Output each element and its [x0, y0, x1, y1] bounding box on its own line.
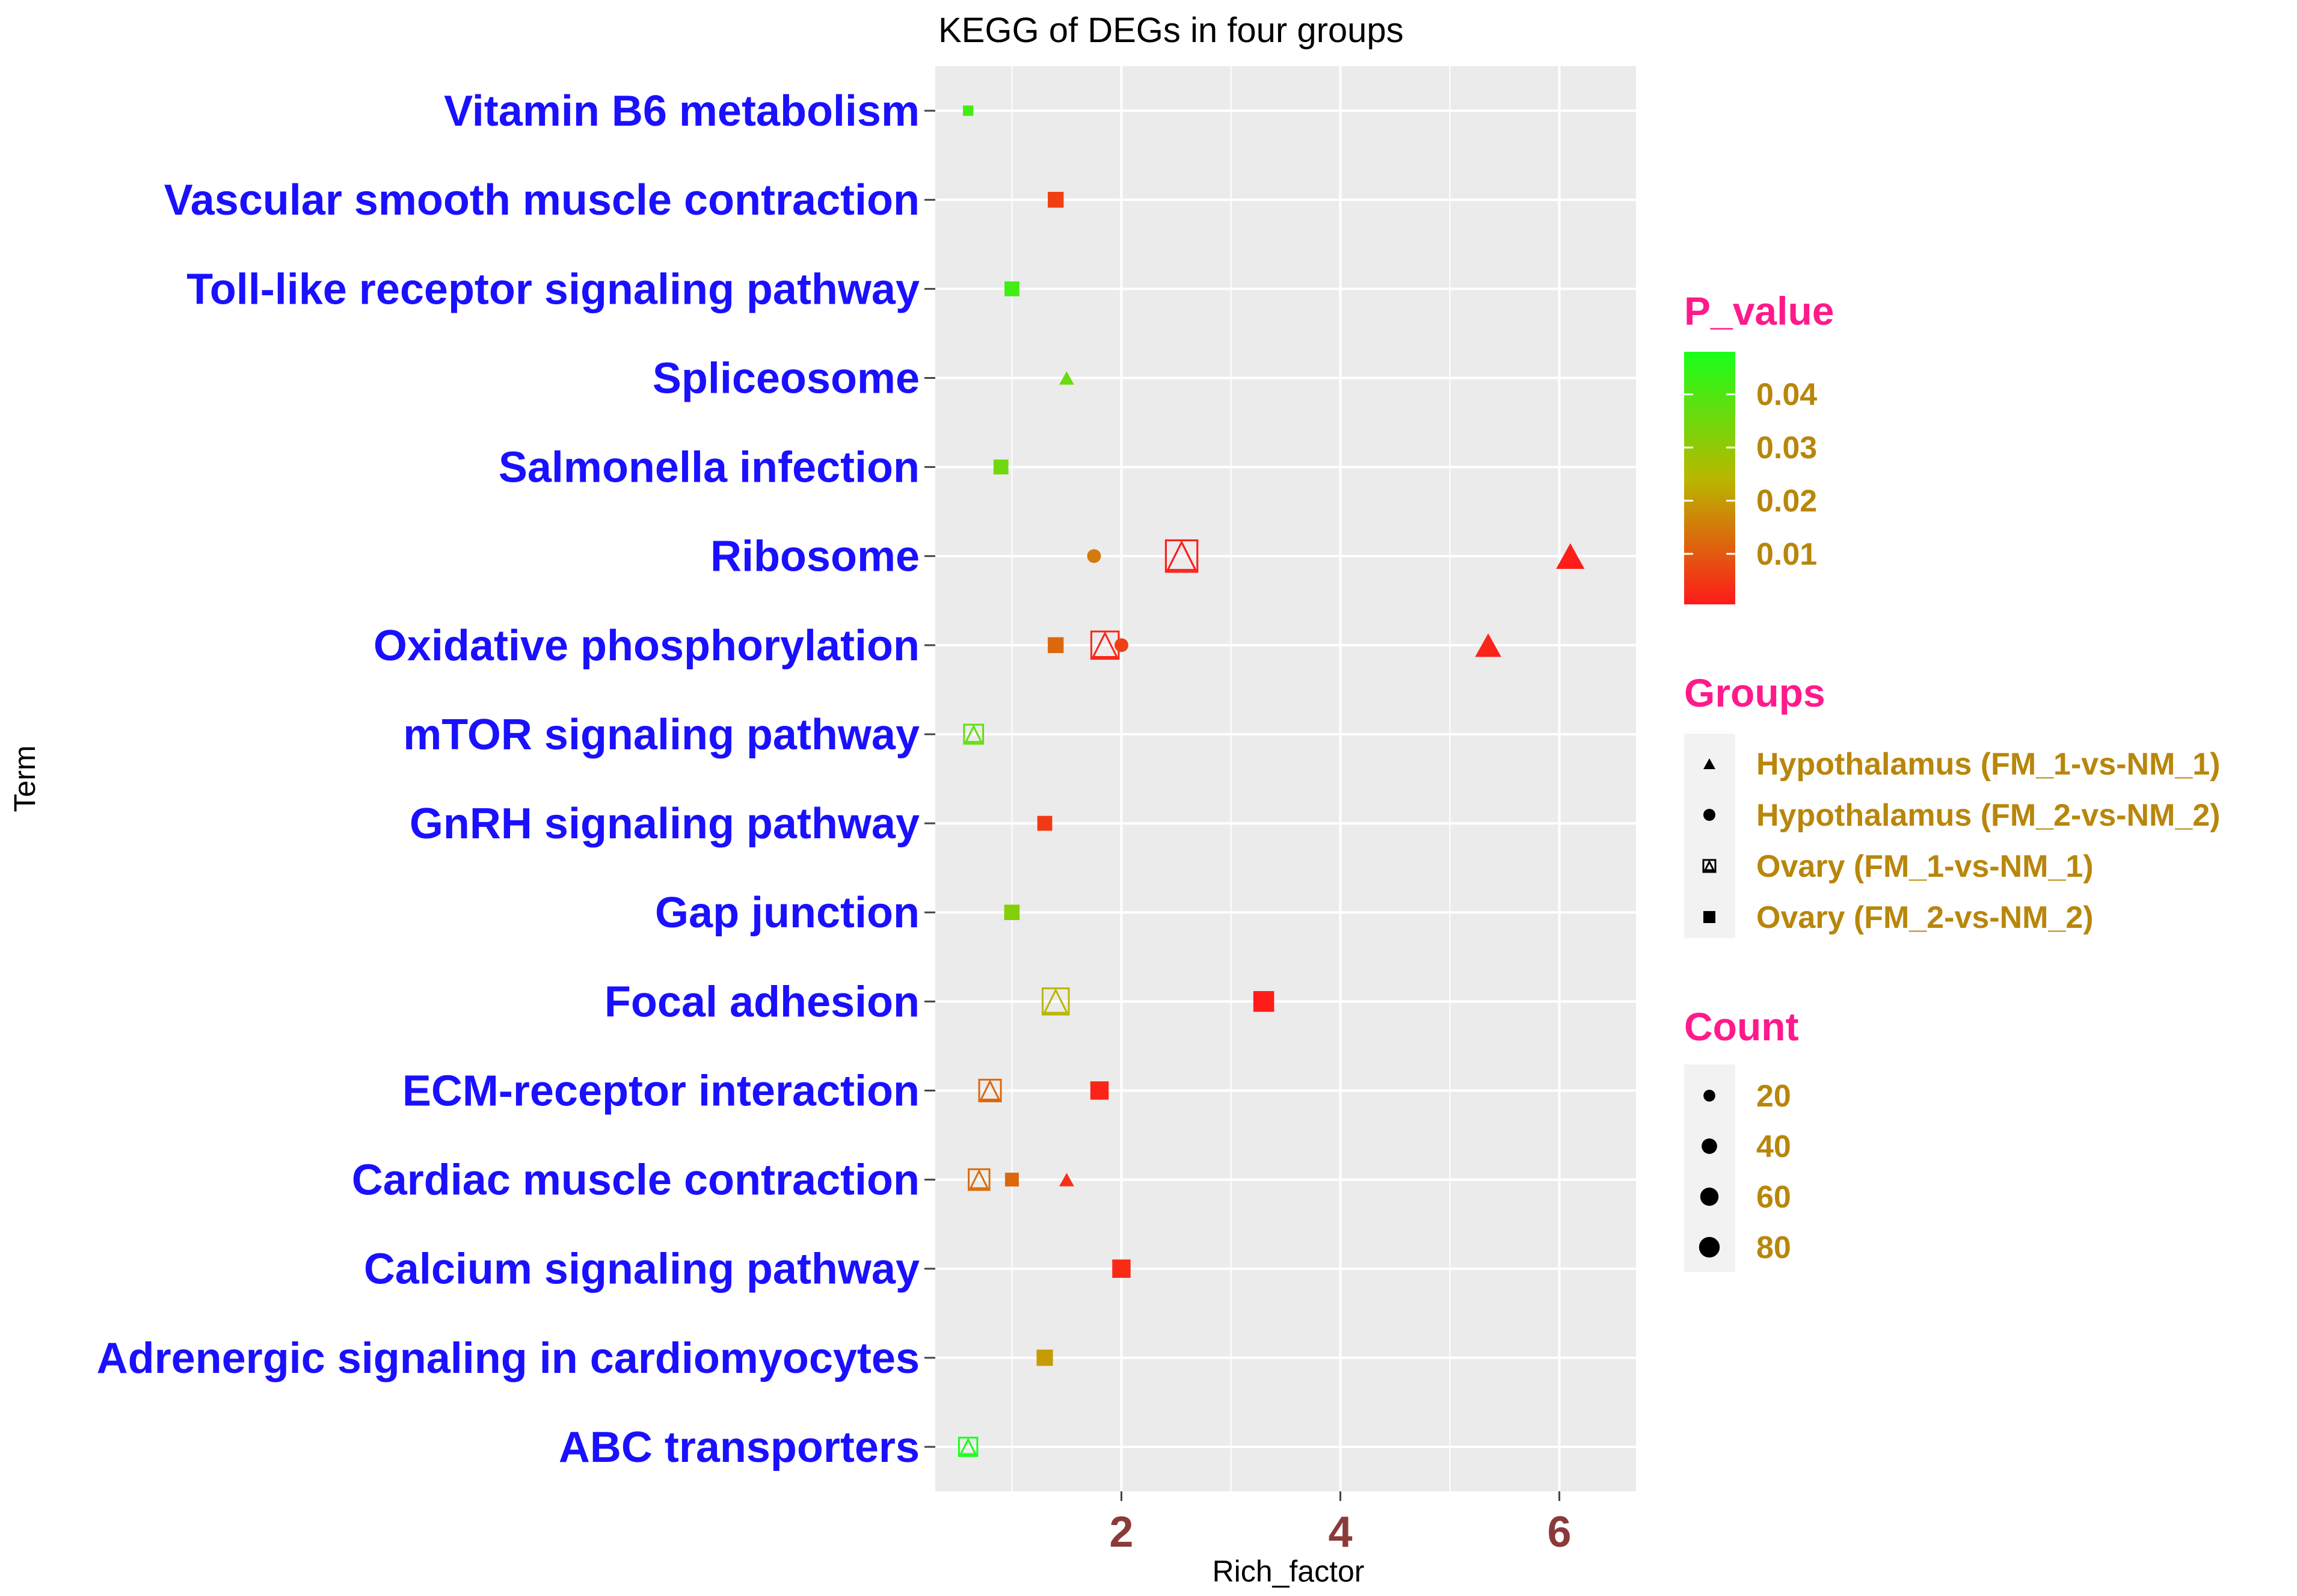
term-label: Calcium signaling pathway — [364, 1245, 920, 1294]
term-label: Salmonella infection — [499, 444, 920, 492]
x-axis-title: Rich_factor — [1213, 1555, 1365, 1588]
count-legend-label: 80 — [1756, 1230, 1791, 1265]
panel-background — [935, 66, 1636, 1491]
group-legend-key — [1703, 758, 1715, 769]
groups-legend: Groups Hypothalamus (FM_1-vs-NM_1)Hypoth… — [1684, 671, 2220, 938]
term-label: Toll-like receptor signaling pathway — [186, 265, 920, 313]
p-value-colorbar-ticks: 0.04 0.03 0.02 0.01 — [1684, 378, 1817, 572]
x-tick-label: 2 — [1109, 1508, 1133, 1556]
x-axis-ticks: 2 4 6 — [1109, 1491, 1572, 1556]
group-legend-label: Hypothalamus (FM_1-vs-NM_1) — [1756, 747, 2220, 782]
data-point — [1036, 1349, 1053, 1366]
data-point — [993, 459, 1009, 474]
p-value-legend: P_value 0.04 0.03 0.02 0.01 — [1684, 289, 1834, 604]
data-point — [978, 1078, 1002, 1102]
term-label: ABC transporters — [559, 1423, 920, 1472]
count-legend: Count 20 40 60 80 — [1684, 1004, 1799, 1272]
groups-legend-title: Groups — [1684, 671, 1825, 715]
data-point — [963, 723, 985, 745]
y-axis-title: Term — [8, 745, 42, 812]
count-legend-label: 40 — [1756, 1129, 1791, 1164]
data-point — [1048, 192, 1064, 208]
colorbar-tick-label: 0.02 — [1756, 484, 1817, 519]
data-point — [1004, 1173, 1019, 1187]
term-label: Vascular smooth muscle contraction — [164, 176, 920, 224]
term-label: Ribosome — [710, 533, 920, 581]
group-legend-label: Ovary (FM_1-vs-NM_1) — [1756, 849, 2094, 884]
count-legend-key — [1702, 1138, 1717, 1154]
data-point — [1059, 371, 1074, 385]
data-point — [1041, 987, 1070, 1016]
data-point — [1556, 543, 1585, 569]
data-point — [1059, 1173, 1074, 1186]
data-point — [958, 1437, 979, 1457]
data-point — [963, 105, 974, 116]
count-legend-key — [1700, 1187, 1719, 1206]
x-tick-label: 6 — [1548, 1508, 1572, 1556]
count-legend-items: 20 40 60 80 — [1699, 1079, 1791, 1265]
term-labels: Vitamin B6 metabolism Vascular smooth mus… — [97, 87, 935, 1472]
group-legend-key — [1702, 859, 1717, 873]
count-legend-key — [1699, 1236, 1720, 1258]
x-tick-label: 4 — [1328, 1508, 1352, 1556]
data-point — [1164, 539, 1199, 573]
term-label: Spliceosome — [653, 354, 920, 402]
p-value-colorbar — [1684, 352, 1735, 604]
group-legend-key — [1703, 911, 1715, 923]
term-label: Cardiac muscle contraction — [352, 1156, 920, 1205]
term-label: Oxidative phosphorylation — [374, 622, 920, 670]
chart-title: KEGG of DEGs in four groups — [938, 11, 1404, 50]
data-point — [1114, 638, 1128, 652]
colorbar-tick-label: 0.01 — [1756, 537, 1817, 572]
data-point — [1048, 637, 1064, 653]
data-point — [1090, 1081, 1109, 1100]
term-label: Gap junction — [655, 889, 920, 937]
term-label: Vitamin B6 metabolism — [444, 87, 920, 135]
colorbar-tick-label: 0.03 — [1756, 431, 1817, 465]
count-legend-label: 60 — [1756, 1180, 1791, 1215]
plot-panel — [935, 66, 1636, 1491]
group-legend-key — [1703, 809, 1715, 821]
data-point — [1475, 633, 1502, 657]
data-point — [1037, 815, 1053, 831]
term-label: Focal adhesion — [604, 978, 920, 1026]
data-point — [1253, 991, 1275, 1012]
data-point — [968, 1168, 991, 1191]
data-point — [1004, 904, 1020, 920]
term-label: Adrenergic signaling in cardiomyocytes — [97, 1334, 920, 1383]
group-legend-label: Ovary (FM_2-vs-NM_2) — [1756, 900, 2094, 935]
count-legend-title: Count — [1684, 1004, 1799, 1049]
data-points — [958, 105, 1585, 1457]
data-point — [1087, 549, 1101, 563]
p-value-legend-title: P_value — [1684, 289, 1834, 333]
groups-legend-items: Hypothalamus (FM_1-vs-NM_1) Hypothalamus … — [1702, 747, 2220, 935]
term-label: GnRH signaling pathway — [410, 800, 920, 848]
term-label: ECM-receptor interaction — [402, 1067, 920, 1115]
data-point — [1004, 281, 1019, 296]
count-legend-label: 20 — [1756, 1079, 1791, 1114]
group-legend-label: Hypothalamus (FM_2-vs-NM_2) — [1756, 798, 2220, 833]
count-legend-key — [1703, 1090, 1715, 1102]
colorbar-tick-label: 0.04 — [1756, 378, 1817, 413]
data-point — [1112, 1259, 1131, 1278]
term-label: mTOR signaling pathway — [403, 711, 920, 759]
